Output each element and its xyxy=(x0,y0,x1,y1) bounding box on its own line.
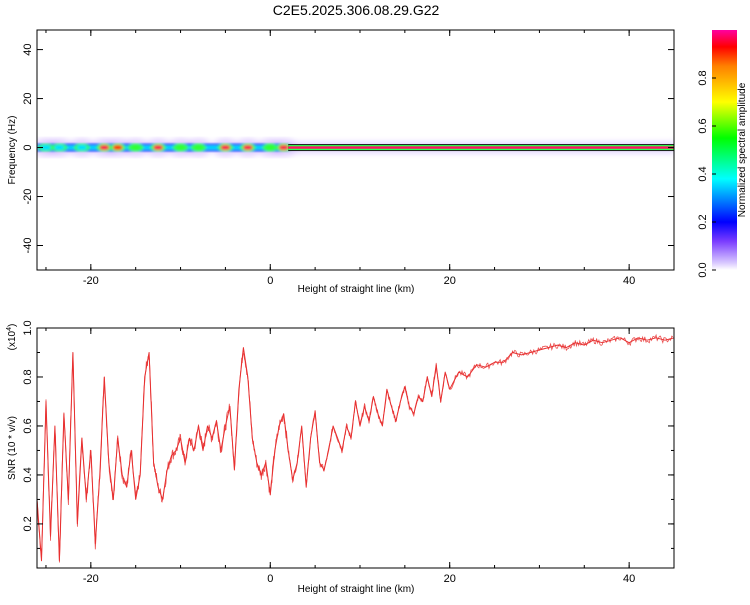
x-tick-label: 20 xyxy=(444,275,456,287)
y-tick-label: 0 xyxy=(22,144,34,150)
colorbar: 0.0 0.2 0.4 0.6 0.8 Normalized spectral ampl… xyxy=(697,30,748,278)
y-tick-label: -20 xyxy=(22,189,34,205)
hotspot-core xyxy=(220,145,231,151)
snr-line-noise xyxy=(37,333,674,563)
hotspot-core xyxy=(153,145,164,151)
x-tick-label: -20 xyxy=(83,573,99,585)
spectrogram-heatmap xyxy=(37,138,674,157)
x-tick-label: 0 xyxy=(267,275,273,287)
y-tick-label: 40 xyxy=(22,43,34,55)
colorbar-ticks: 0.0 0.2 0.4 0.6 0.8 xyxy=(697,70,716,278)
hotspot-core xyxy=(76,145,87,151)
snr-ylabel: SNR (10 * v/v) xyxy=(7,416,18,480)
chart-title: C2E5.2025.306.08.29.G22 xyxy=(273,2,440,18)
spectrogram-frame xyxy=(36,29,675,271)
hotspot-core xyxy=(193,145,204,151)
hotspot-core xyxy=(265,145,276,151)
colorbar-tick-label: 0.0 xyxy=(697,262,709,277)
y-tick-label: 1.0 xyxy=(22,320,34,335)
x-tick-label: -20 xyxy=(83,275,99,287)
colorbar-gradient xyxy=(712,30,737,270)
snr-xlabel: Height of straight line (km) xyxy=(298,584,415,595)
y-tick-label: -40 xyxy=(22,238,34,254)
colorbar-tick-label: 0.8 xyxy=(697,70,709,85)
y-tick-label: 20 xyxy=(22,92,34,104)
y-tick-label: 0.8 xyxy=(22,369,34,384)
x-tick-label: 20 xyxy=(444,573,456,585)
band-red-core xyxy=(288,146,674,149)
snr-multiplier: (x104) xyxy=(6,324,18,351)
snr-panel: -20 0 20 40 0.2 0.4 0.6 0.8 1.0 Height of straig… xyxy=(6,320,675,595)
x-tick-label: 0 xyxy=(267,573,273,585)
x-tick-label: 40 xyxy=(623,573,635,585)
spectrogram-core xyxy=(37,143,292,152)
hotspot-core xyxy=(112,145,123,151)
spectrogram-ylabel: Frequency (Hz) xyxy=(7,116,18,185)
x-tick-label: 40 xyxy=(623,275,635,287)
hotspot-core xyxy=(54,145,65,151)
colorbar-tick-label: 0.4 xyxy=(697,166,709,181)
colorbar-tick-label: 0.6 xyxy=(697,118,709,133)
colorbar-label: Normalized spectral amplitude xyxy=(737,82,748,217)
snr-frame xyxy=(36,327,675,569)
y-tick-label: 0.4 xyxy=(22,467,34,482)
hotspot-core xyxy=(130,145,141,151)
colorbar-tick-label: 0.2 xyxy=(697,214,709,229)
hotspot-core xyxy=(175,145,186,151)
spectrogram-xlabel: Height of straight line (km) xyxy=(298,284,415,295)
hotspot-core xyxy=(40,145,51,151)
hotspot-core xyxy=(278,145,289,151)
spectrogram-panel: -20 0 20 40 -40 -20 0 20 40 Height of straight l… xyxy=(7,29,675,295)
spectrogram-axes: -20 0 20 40 -40 -20 0 20 40 xyxy=(22,30,675,287)
y-tick-label: 0.2 xyxy=(22,516,34,531)
hotspot-core xyxy=(242,145,253,151)
y-tick-label: 0.6 xyxy=(22,418,34,433)
hotspot-core xyxy=(99,145,110,151)
snr-line xyxy=(37,337,674,562)
snr-axes: -20 0 20 40 0.2 0.4 0.6 0.8 1.0 xyxy=(22,320,675,585)
